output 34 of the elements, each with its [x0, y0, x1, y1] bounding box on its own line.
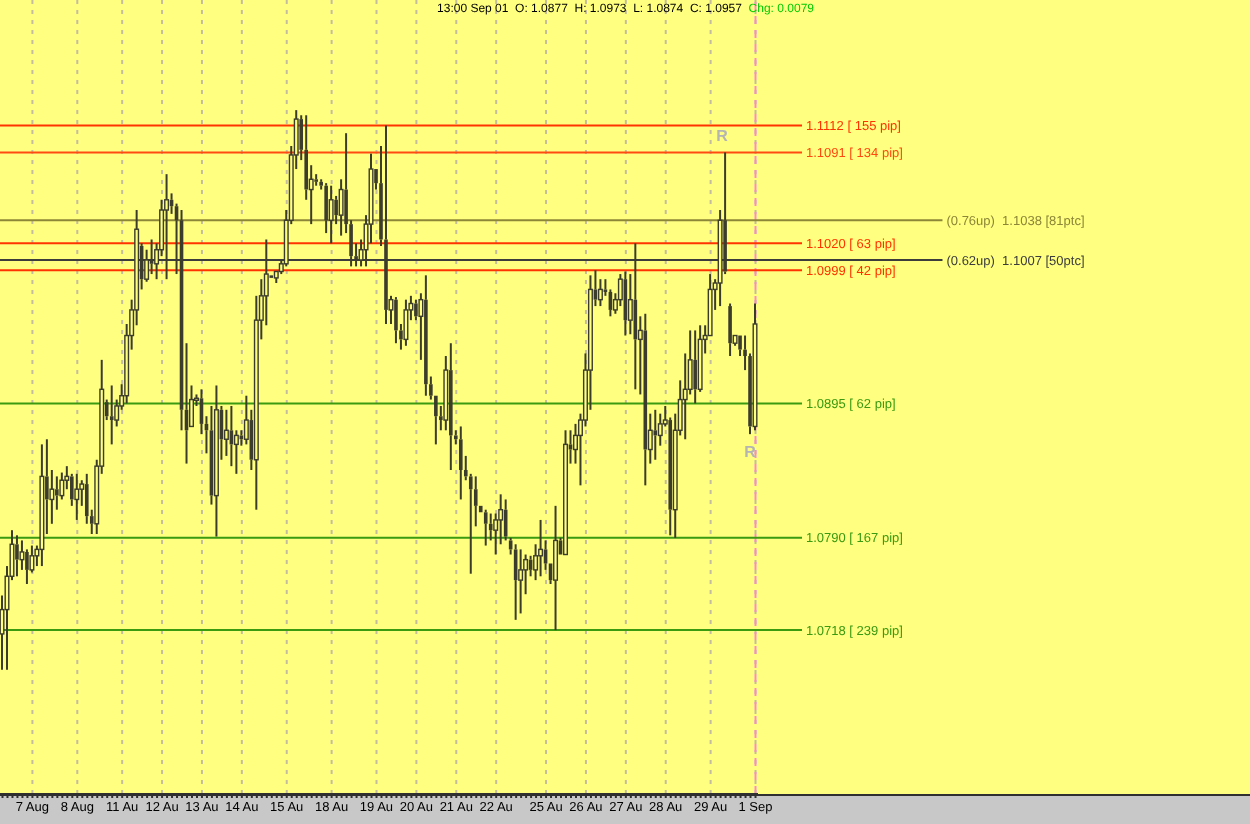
candlestick [25, 548, 29, 585]
candlestick [19, 539, 25, 571]
candlestick [74, 472, 80, 521]
candlestick [738, 335, 742, 358]
candlestick [458, 425, 463, 501]
candlestick [213, 384, 219, 538]
candlestick [314, 173, 318, 187]
candlestick [518, 548, 524, 615]
candlestick [707, 273, 713, 337]
candlestick [109, 384, 114, 446]
annotation: R [744, 443, 756, 461]
candlestick [538, 518, 544, 578]
candlestick [449, 342, 453, 471]
candlestick [324, 182, 328, 235]
candlestick [424, 274, 428, 397]
candlestick [693, 329, 697, 405]
candlestick [723, 151, 727, 276]
annotation: R [716, 127, 728, 145]
candlestick [84, 472, 89, 525]
candlestick [15, 534, 19, 578]
candlestick [164, 173, 170, 281]
candlestick [403, 298, 409, 347]
candlestick [368, 152, 374, 245]
candlestick [39, 443, 45, 568]
candlestick [653, 408, 658, 461]
candlestick [253, 294, 259, 511]
candlestick [597, 278, 603, 308]
candlestick [553, 504, 559, 632]
candlestick [384, 124, 388, 325]
candlestick [233, 429, 239, 475]
candlestick [563, 429, 569, 556]
candlestick [434, 395, 438, 446]
candlestick [394, 296, 398, 345]
candlestick [328, 184, 334, 245]
